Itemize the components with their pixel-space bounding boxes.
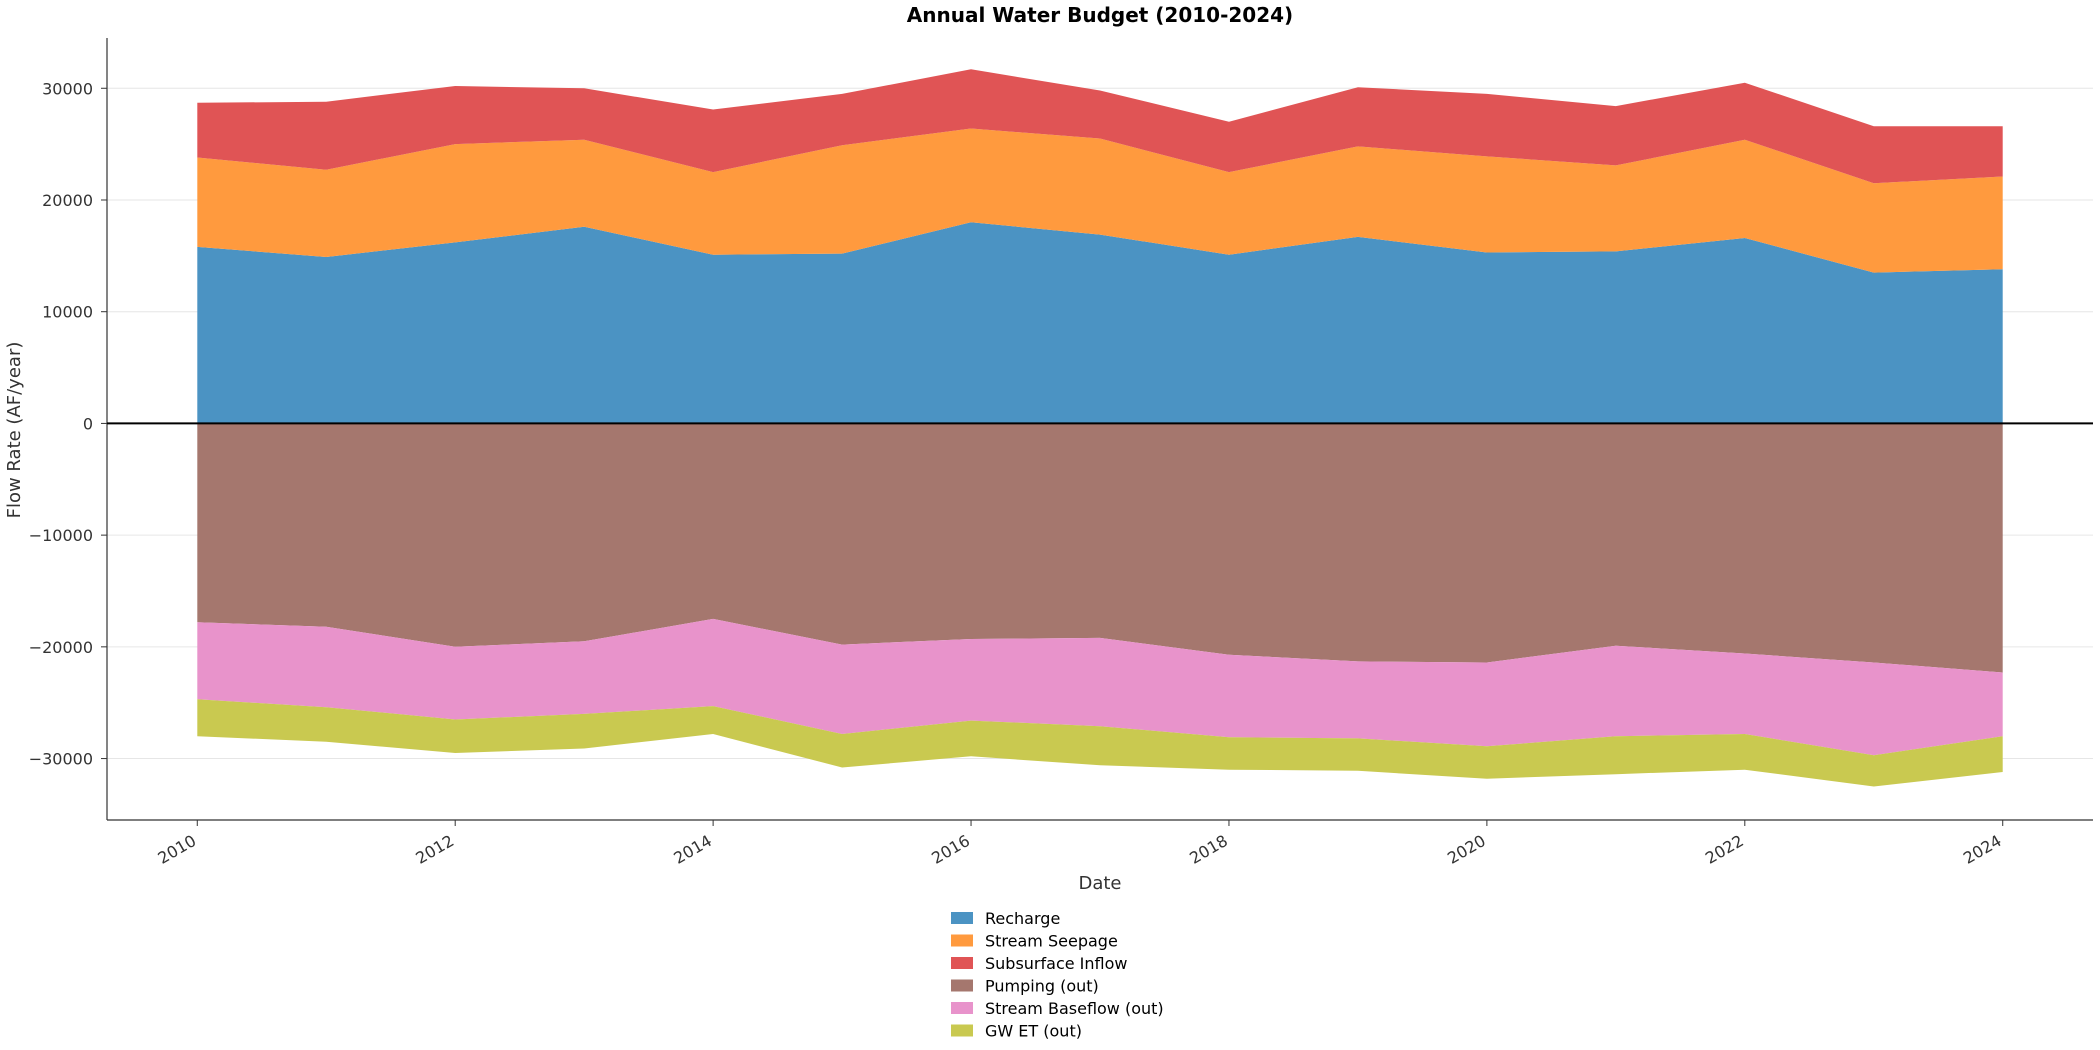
y-tick-labels: 30000 20000 10000 0 −10000 −20000 −30000 <box>29 79 107 769</box>
y-tick-label: −10000 <box>29 526 93 545</box>
stacked-areas <box>197 69 2003 787</box>
legend-label-recharge: Recharge <box>985 909 1060 928</box>
y-tick-label: 30000 <box>42 79 93 98</box>
legend-swatch-pumping-out <box>951 979 973 992</box>
chart-title: Annual Water Budget (2010-2024) <box>907 3 1293 27</box>
legend-swatch-gw-et-out <box>951 1024 973 1037</box>
x-tick-label: 2012 <box>412 831 457 868</box>
legend-label-stream-seepage: Stream Seepage <box>985 932 1118 951</box>
x-tick-label: 2014 <box>670 831 715 868</box>
y-tick-label: 10000 <box>42 303 93 322</box>
legend-swatch-stream-baseflow-out <box>951 1002 973 1014</box>
x-tick-label: 2024 <box>1960 831 2005 868</box>
area-recharge <box>197 222 2003 424</box>
x-tick-label: 2022 <box>1702 831 1747 868</box>
legend-swatch-stream-seepage <box>951 934 973 947</box>
x-tick-label: 2018 <box>1186 831 1231 868</box>
legend-swatch-subsurface-inflow <box>951 957 973 969</box>
x-tick-label: 2016 <box>928 831 973 868</box>
legend-label-pumping-out: Pumping (out) <box>985 977 1099 996</box>
y-tick-label: 0 <box>83 414 93 433</box>
x-tick-labels: 2010 2012 2014 2016 2018 2020 2022 2024 <box>155 820 2005 868</box>
legend-label-gw-et-out: GW ET (out) <box>985 1022 1082 1041</box>
x-tick-label: 2010 <box>155 831 200 868</box>
legend-swatch-recharge <box>951 912 973 924</box>
y-tick-label: −30000 <box>29 750 93 769</box>
y-axis-title: Flow Rate (AF/year) <box>4 342 25 519</box>
axes <box>106 38 2093 821</box>
legend: Recharge Stream Seepage Subsurface Inflow P… <box>951 909 1164 1041</box>
area-stream-seepage <box>197 128 2003 273</box>
area-gw-et-out <box>197 699 2003 787</box>
x-tick-label: 2020 <box>1444 831 1489 868</box>
legend-label-stream-baseflow-out: Stream Baseflow (out) <box>985 999 1164 1018</box>
y-tick-label: 20000 <box>42 191 93 210</box>
x-axis-title: Date <box>1078 873 1121 894</box>
area-stream-baseflow-out <box>197 618 2003 756</box>
area-subsurface-inflow <box>197 69 2003 184</box>
legend-label-subsurface-inflow: Subsurface Inflow <box>985 954 1127 973</box>
y-tick-label: −20000 <box>29 638 93 657</box>
area-pumping-out <box>197 423 2003 673</box>
